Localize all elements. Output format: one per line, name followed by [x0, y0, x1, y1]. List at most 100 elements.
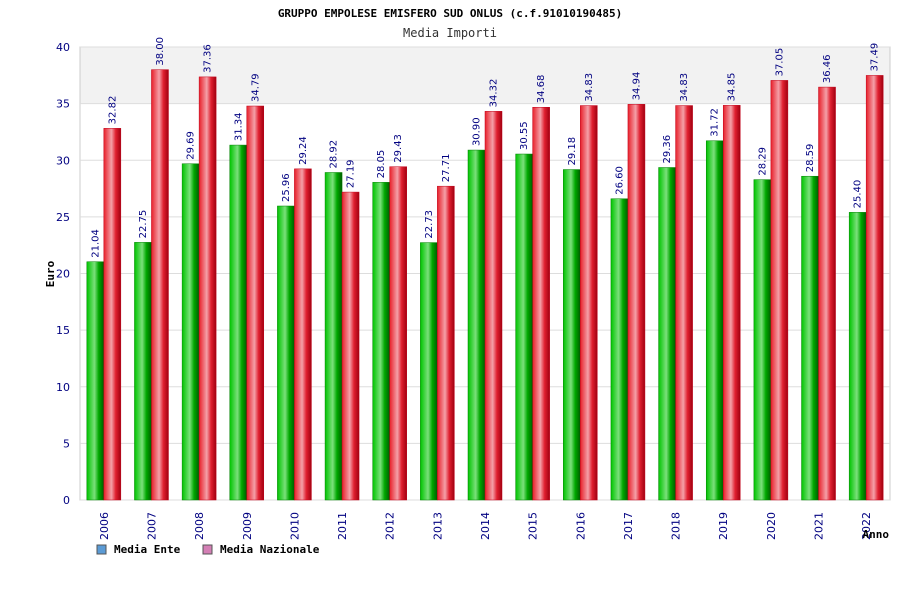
- value-labels: 21.04 32.82 22.75 38.00 29.69 37.36 31.34 34.79…: [90, 37, 880, 258]
- x-axis-title: Anno: [863, 528, 890, 541]
- chart-subtitle: Media Importi: [403, 26, 497, 40]
- x-tick-label: 2018: [670, 512, 683, 540]
- value-label: 28.29: [757, 147, 768, 176]
- bar-media-nazionale-2019: [722, 105, 741, 501]
- bar-media-nazionale-2020: [770, 80, 789, 501]
- value-label: 34.94: [631, 72, 642, 101]
- y-tick-label: 30: [56, 154, 70, 167]
- bar-media-ente-2009: [229, 144, 248, 501]
- bar-media-ente-2020: [753, 179, 772, 501]
- value-label: 37.49: [870, 43, 881, 72]
- value-label: 37.05: [774, 48, 785, 77]
- y-tick-label: 35: [56, 98, 70, 111]
- value-label: 34.68: [536, 75, 547, 104]
- x-tick-label: 2020: [765, 512, 778, 540]
- bar-media-ente-2015: [515, 153, 533, 501]
- bar-media-ente-2011: [324, 172, 343, 501]
- bar-media-ente-2006: [86, 261, 105, 501]
- bar-media-nazionale-2006: [103, 128, 122, 501]
- bar-media-nazionale-2021: [818, 86, 836, 501]
- legend: Media Ente Media Nazionale: [96, 543, 320, 556]
- bar-media-ente-2013: [420, 242, 438, 501]
- value-label: 21.04: [90, 229, 101, 258]
- value-label: 38.00: [155, 37, 166, 66]
- bar-media-ente-2017: [610, 198, 629, 501]
- value-label: 30.55: [519, 121, 530, 150]
- bar-media-nazionale-2015: [532, 106, 550, 501]
- value-label: 28.59: [805, 144, 816, 173]
- x-tick-label: 2022: [860, 512, 873, 540]
- value-label: 28.05: [376, 150, 387, 179]
- bar-media-nazionale-2010: [294, 168, 312, 501]
- legend-swatch-media-nazionale: [202, 544, 213, 555]
- y-tick-label: 40: [56, 41, 70, 54]
- y-tick-label: 20: [56, 268, 70, 281]
- value-label: 34.83: [679, 73, 690, 102]
- value-label: 22.75: [138, 210, 149, 239]
- y-tick-label: 5: [63, 437, 70, 450]
- bar-media-nazionale-2017: [627, 104, 646, 501]
- x-tick-label: 2013: [431, 512, 444, 540]
- bar-media-nazionale-2018: [675, 105, 693, 501]
- y-tick-label: 15: [56, 324, 70, 337]
- value-label: 29.36: [662, 135, 673, 164]
- value-label: 29.18: [567, 137, 578, 166]
- bar-media-ente-2022: [848, 212, 867, 501]
- y-tick-label: 0: [63, 494, 70, 507]
- value-label: 25.96: [281, 173, 292, 202]
- x-tick-label: 2012: [384, 512, 397, 540]
- bar-media-ente-2010: [277, 205, 295, 501]
- value-label: 25.40: [853, 180, 864, 209]
- value-label: 27.19: [346, 159, 357, 188]
- x-tick-label: 2009: [241, 512, 254, 540]
- bar-media-nazionale-2007: [151, 69, 169, 501]
- bar-media-ente-2014: [467, 149, 486, 501]
- value-label: 29.43: [393, 134, 404, 163]
- x-tick-label: 2006: [98, 512, 111, 540]
- x-tick-label: 2007: [145, 512, 158, 540]
- value-label: 31.34: [233, 112, 244, 141]
- bar-media-nazionale-2016: [580, 105, 598, 501]
- value-label: 34.85: [727, 73, 738, 102]
- value-label: 22.73: [424, 210, 435, 239]
- x-tick-label: 2017: [622, 512, 635, 540]
- bar-media-ente-2019: [705, 140, 724, 501]
- value-label: 34.83: [584, 73, 595, 102]
- bar-media-nazionale-2011: [341, 191, 360, 501]
- bar-media-ente-2008: [181, 163, 200, 501]
- x-tick-label: 2016: [574, 512, 587, 540]
- x-tick-label: 2010: [288, 512, 301, 540]
- x-tick-label: 2011: [336, 512, 349, 540]
- x-tick-label: 2008: [193, 512, 206, 540]
- x-axis-ticks: 2006 2007 2008 2009 2010 2011 2012 2013 2014 2015…: [98, 512, 873, 540]
- value-label: 34.79: [250, 73, 261, 102]
- legend-label-media-ente: Media Ente: [114, 543, 181, 556]
- bar-media-nazionale-2009: [246, 105, 265, 501]
- value-label: 37.36: [203, 44, 214, 73]
- value-label: 27.71: [441, 154, 452, 183]
- value-label: 31.72: [710, 108, 721, 137]
- bar-media-nazionale-2008: [198, 76, 217, 501]
- bar-media-ente-2021: [801, 175, 819, 501]
- legend-label-media-nazionale: Media Nazionale: [220, 543, 320, 556]
- y-tick-label: 10: [56, 381, 70, 394]
- bars: [86, 69, 884, 501]
- x-tick-label: 2015: [527, 512, 540, 540]
- y-axis-ticks: 0 5 10 15 20 25 30 35 40: [56, 41, 70, 507]
- value-label: 30.90: [472, 117, 483, 146]
- value-label: 32.82: [107, 96, 118, 125]
- bar-media-ente-2018: [658, 167, 676, 501]
- chart-title: GRUPPO EMPOLESE EMISFERO SUD ONLUS (c.f.…: [278, 7, 622, 20]
- y-tick-label: 25: [56, 211, 70, 224]
- bar-media-nazionale-2012: [389, 166, 407, 501]
- x-tick-label: 2019: [717, 512, 730, 540]
- x-tick-label: 2021: [813, 512, 826, 540]
- bar-media-nazionale-2014: [484, 111, 503, 501]
- bar-media-ente-2016: [563, 169, 581, 501]
- bar-media-nazionale-2013: [437, 185, 455, 501]
- value-label: 28.92: [329, 140, 340, 169]
- bar-media-ente-2012: [372, 182, 390, 501]
- value-label: 34.32: [489, 79, 500, 108]
- value-label: 29.24: [298, 136, 309, 165]
